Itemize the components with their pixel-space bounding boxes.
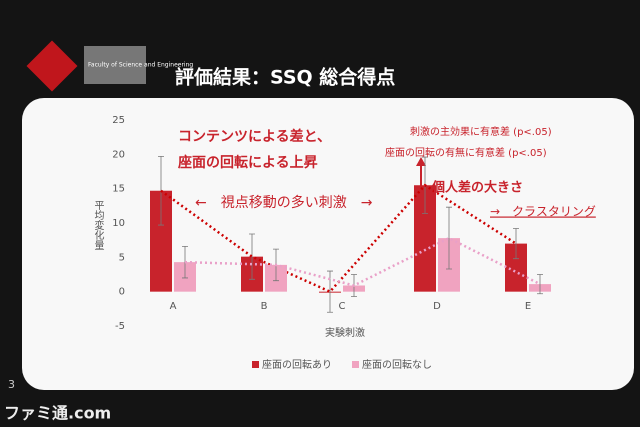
y-tick-label: 20 [112, 149, 125, 160]
slide-panel [22, 98, 634, 390]
logo-box [84, 46, 146, 84]
annotation: コンテンツによる差と、 [178, 128, 331, 145]
annotation: 刺激の主効果に有意差 (p<.05) [410, 125, 552, 138]
error-bar [537, 274, 543, 295]
legend-swatch [352, 361, 359, 368]
y-tick-label: 10 [112, 218, 125, 229]
bar [414, 185, 436, 292]
y-tick-label: 5 [119, 252, 125, 263]
annotation: 座面の回転の有無に有意差 (p<.05) [385, 146, 547, 159]
error-bar [513, 228, 519, 260]
y-tick-label: 15 [112, 184, 125, 195]
x-tick-label: D [433, 301, 441, 312]
page-number: 3 [8, 378, 15, 391]
annotation: 個人差の大きさ [431, 180, 523, 196]
x-tick-label: C [339, 301, 346, 312]
x-tick-label: B [261, 301, 268, 312]
trend-line [184, 236, 541, 287]
x-axis-label: 実験刺激 [325, 326, 365, 339]
annotation: ← 視点移動の多い刺激 → [195, 194, 373, 211]
legend-label: 座面の回転あり [262, 358, 332, 371]
legend-swatch [252, 361, 259, 368]
error-bar [446, 206, 452, 270]
logo-diamond [26, 40, 78, 92]
y-tick-label: 0 [119, 287, 125, 298]
x-tick-label: E [525, 301, 531, 312]
y-tick-label: 25 [112, 115, 125, 126]
error-bar [158, 155, 164, 226]
slide-title: 評価結果：SSQ 総合得点 [175, 66, 395, 89]
bar [505, 243, 527, 292]
bar [150, 190, 172, 292]
x-tick-label: A [170, 301, 177, 312]
y-axis-label: 平均変化量 [92, 200, 104, 250]
logo-text: Faculty of Science and Engineering [88, 62, 193, 69]
y-tick-label: -5 [115, 321, 125, 332]
error-bar [249, 233, 255, 280]
annotation: 座面の回転による上昇 [178, 154, 318, 171]
legend-label: 座面の回転なし [362, 358, 432, 371]
annotation: → クラスタリング [490, 205, 596, 219]
watermark: ファミ通.com [4, 404, 111, 423]
trend-line [160, 183, 517, 294]
